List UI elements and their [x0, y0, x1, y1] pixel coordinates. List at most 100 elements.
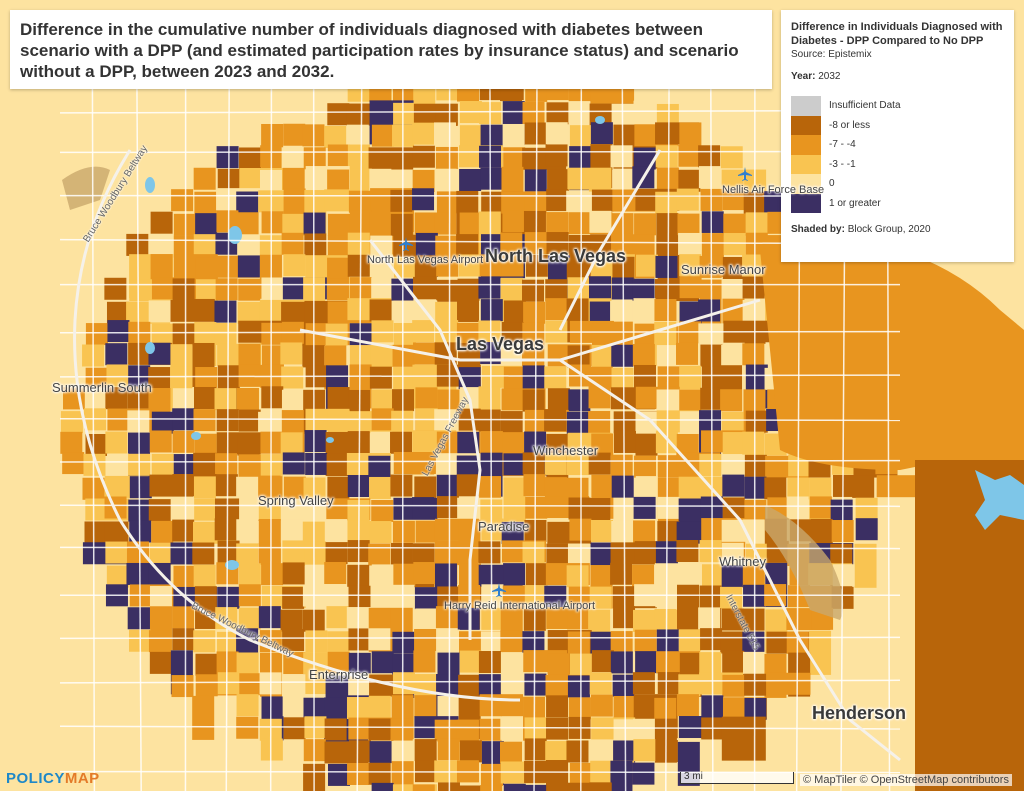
block-group[interactable] — [589, 586, 612, 609]
block-group[interactable] — [60, 431, 83, 454]
block-group[interactable] — [655, 191, 678, 214]
block-group[interactable] — [523, 210, 546, 233]
block-group[interactable] — [654, 697, 677, 720]
block-group[interactable] — [654, 608, 677, 631]
block-group[interactable] — [676, 694, 699, 717]
block-group[interactable] — [369, 476, 392, 499]
block-group[interactable] — [634, 541, 657, 564]
block-group[interactable] — [281, 232, 304, 255]
block-group[interactable] — [281, 410, 304, 433]
block-group[interactable] — [546, 189, 569, 212]
block-group[interactable] — [415, 520, 438, 543]
block-group[interactable] — [305, 630, 328, 653]
block-group[interactable] — [546, 717, 569, 740]
block-group[interactable] — [722, 188, 745, 211]
block-group[interactable] — [634, 213, 657, 236]
block-group[interactable] — [104, 277, 127, 300]
block-group[interactable] — [371, 782, 394, 791]
block-group[interactable] — [478, 651, 501, 674]
block-group[interactable] — [173, 235, 196, 258]
block-group[interactable] — [436, 279, 459, 302]
block-group[interactable] — [327, 387, 350, 410]
block-group[interactable] — [281, 147, 304, 170]
block-group[interactable] — [195, 674, 218, 697]
block-group[interactable] — [236, 652, 259, 675]
block-group[interactable] — [589, 740, 612, 763]
block-group[interactable] — [436, 254, 459, 277]
block-group[interactable] — [632, 564, 655, 587]
block-group[interactable] — [744, 697, 767, 720]
block-group[interactable] — [62, 452, 85, 475]
block-group[interactable] — [459, 650, 482, 673]
block-group[interactable] — [720, 586, 743, 609]
block-group[interactable] — [522, 452, 545, 475]
block-group[interactable] — [566, 565, 589, 588]
block-group[interactable] — [722, 674, 745, 697]
block-group[interactable] — [525, 563, 548, 586]
block-group[interactable] — [501, 254, 524, 277]
block-group[interactable] — [656, 629, 679, 652]
block-group[interactable] — [589, 782, 612, 791]
block-group[interactable] — [369, 366, 392, 389]
block-group[interactable] — [701, 211, 724, 234]
block-group[interactable] — [390, 474, 413, 497]
block-group[interactable] — [632, 672, 655, 695]
block-group[interactable] — [545, 122, 568, 145]
block-group[interactable] — [368, 718, 391, 741]
block-group[interactable] — [261, 211, 284, 234]
block-group[interactable] — [523, 301, 546, 324]
block-group[interactable] — [172, 323, 195, 346]
block-group[interactable] — [393, 257, 416, 280]
block-group[interactable] — [413, 650, 436, 673]
block-group[interactable] — [500, 741, 523, 764]
block-group[interactable] — [633, 147, 656, 170]
block-group[interactable] — [459, 125, 482, 148]
block-group[interactable] — [522, 101, 545, 124]
block-group[interactable] — [435, 103, 458, 126]
block-group[interactable] — [172, 519, 195, 542]
block-group[interactable] — [346, 124, 369, 147]
block-group[interactable] — [632, 762, 655, 785]
block-group[interactable] — [148, 499, 171, 522]
block-group[interactable] — [654, 299, 677, 322]
block-group[interactable] — [412, 169, 435, 192]
block-group[interactable] — [590, 565, 613, 588]
block-group[interactable] — [304, 430, 327, 453]
block-group[interactable] — [238, 607, 261, 630]
block-group[interactable] — [305, 452, 328, 475]
block-group[interactable] — [390, 431, 413, 454]
block-group[interactable] — [283, 739, 306, 762]
block-group[interactable] — [149, 586, 172, 609]
block-group[interactable] — [217, 540, 240, 563]
block-group[interactable] — [633, 496, 656, 519]
block-group[interactable] — [610, 300, 633, 323]
block-group[interactable] — [655, 145, 678, 168]
block-group[interactable] — [591, 650, 614, 673]
block-group[interactable] — [742, 565, 765, 588]
block-group[interactable] — [745, 410, 768, 433]
block-group[interactable] — [106, 453, 129, 476]
block-group[interactable] — [456, 719, 479, 742]
block-group[interactable] — [217, 586, 240, 609]
block-group[interactable] — [544, 585, 567, 608]
block-group[interactable] — [589, 210, 612, 233]
block-group[interactable] — [368, 762, 391, 785]
block-group[interactable] — [701, 366, 724, 389]
block-group[interactable] — [591, 189, 614, 212]
block-group[interactable] — [195, 279, 218, 302]
block-group[interactable] — [305, 564, 328, 587]
block-group[interactable] — [610, 631, 633, 654]
block-group[interactable] — [304, 233, 327, 256]
block-group[interactable] — [282, 213, 305, 236]
block-group[interactable] — [238, 563, 261, 586]
block-group[interactable] — [500, 717, 523, 740]
block-group[interactable] — [369, 168, 392, 191]
block-group[interactable] — [721, 565, 744, 588]
block-group[interactable] — [456, 234, 479, 257]
block-group[interactable] — [436, 496, 459, 519]
block-group[interactable] — [588, 276, 611, 299]
block-group[interactable] — [437, 389, 460, 412]
map-attribution[interactable]: © MapTiler © OpenStreetMap contributors — [800, 774, 1012, 786]
block-group[interactable] — [500, 630, 523, 653]
block-group[interactable] — [545, 144, 568, 167]
